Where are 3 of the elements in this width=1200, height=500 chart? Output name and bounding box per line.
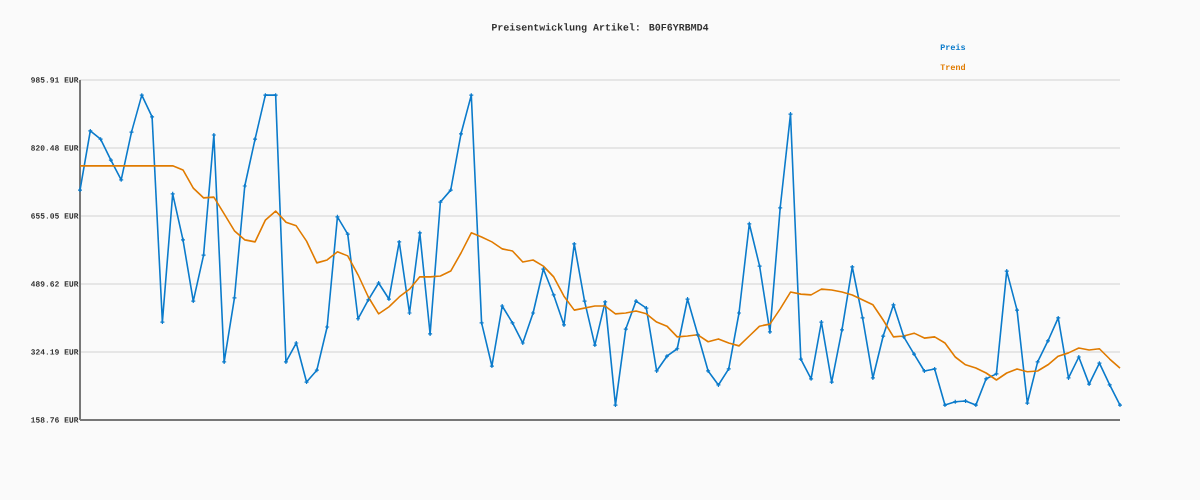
chart-title: Preisentwicklung Artikel: B0F6YRBMD4 xyxy=(492,23,709,33)
text: Preis xyxy=(940,43,966,51)
text: Trend xyxy=(940,63,966,71)
